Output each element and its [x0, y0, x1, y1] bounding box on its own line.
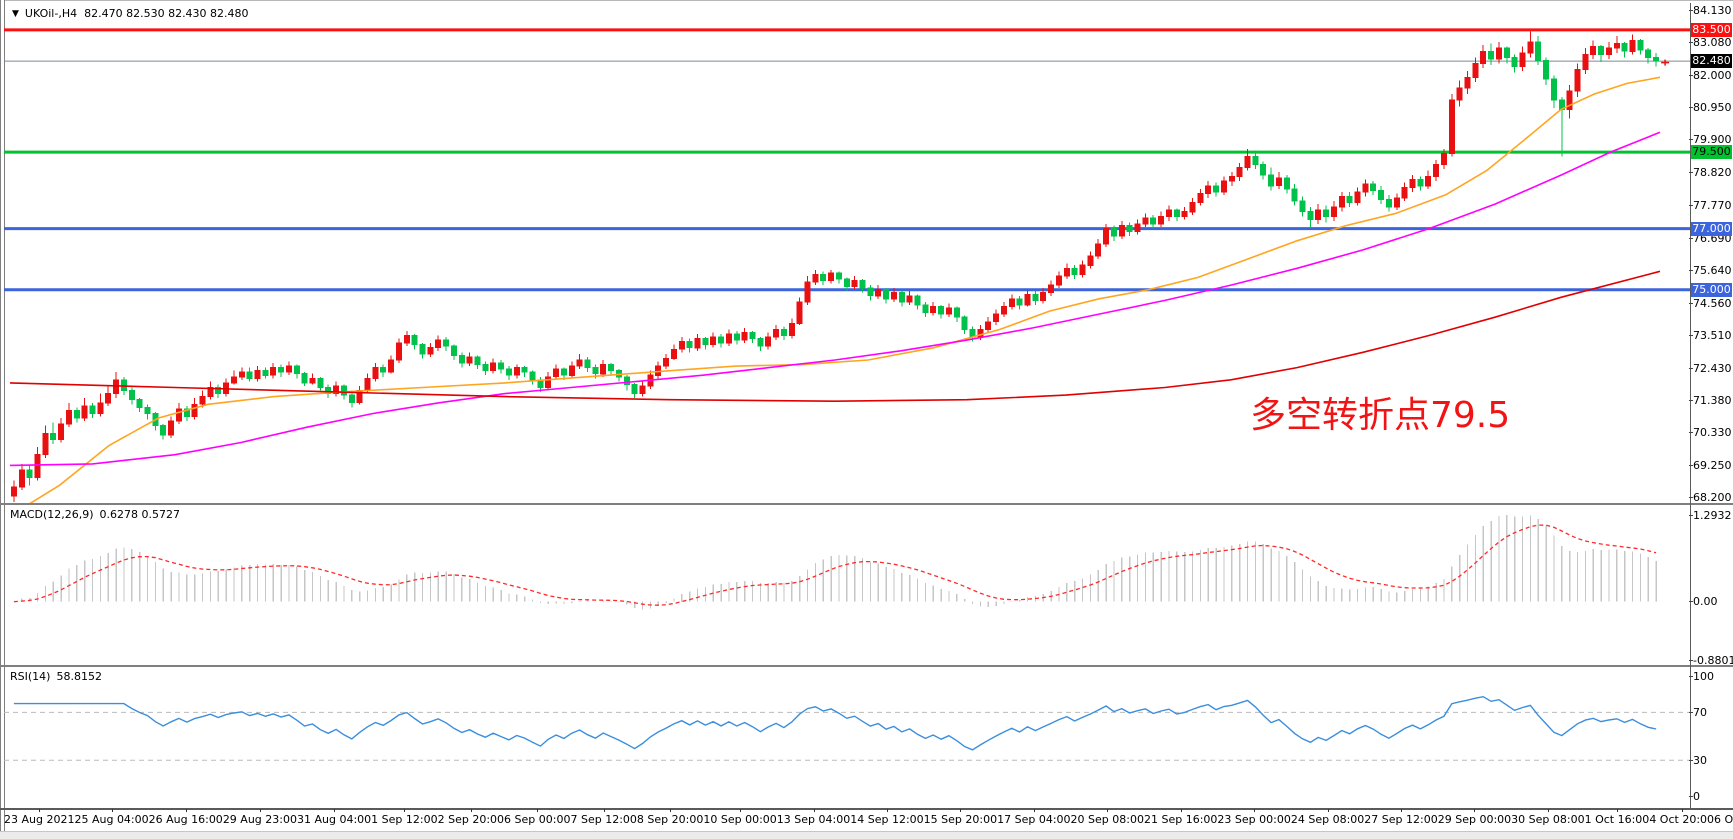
time-axis-label: 30 Sep 08:00: [1511, 809, 1585, 826]
ma-fast-orange: [29, 76, 1661, 503]
price-tick-label: 73.510: [1689, 328, 1732, 342]
time-axis[interactable]: 23 Aug 2021 25 Aug 04:00 26 Aug 16:00 29 Au…: [4, 809, 1733, 826]
moving-average-lines: [9, 76, 1661, 503]
price-scale-border: [1690, 3, 1691, 808]
last-tick-marker: [1661, 59, 1670, 66]
time-axis-label: 1 Oct 16:00: [1584, 809, 1650, 826]
time-axis-frame: [0, 808, 1733, 810]
time-axis-label: 7 Sep 12:00: [570, 809, 637, 826]
ohlc-quote: 82.470 82.530 82.430 82.480: [84, 7, 249, 20]
time-axis-label: 6 Oct 04:00: [1714, 813, 1733, 826]
bottom-scroll-strip[interactable]: [0, 831, 1733, 839]
symbol-marker-icon: ▼: [12, 9, 19, 19]
time-axis-label: 14 Sep 12:00: [850, 809, 924, 826]
chart-text-annotation[interactable]: 多空转折点79.5: [1250, 395, 1511, 436]
time-axis-label: 24 Sep 08:00: [1290, 809, 1365, 826]
price-tick-label: 68.200: [1689, 490, 1732, 504]
macd-label: MACD(12,26,9) 0.6278 0.5727: [10, 508, 186, 521]
time-axis-label: 17 Sep 04:00: [997, 809, 1071, 826]
macd-title: MACD(12,26,9): [10, 508, 94, 521]
main-price-chart[interactable]: [4, 3, 1690, 503]
current-price-badge[interactable]: 82.480: [1691, 54, 1732, 69]
price-scale[interactable]: 84.130 83.080 82.000 80.950 79.900 78.820 77.7…: [1689, 0, 1733, 810]
price-tick-label: 70.330: [1689, 425, 1732, 439]
rsi-tick-label: 0: [1689, 790, 1733, 803]
chart-title: ▼ UKOil-,H4 82.470 82.530 82.430 82.480: [12, 7, 249, 20]
time-axis-label: 8 Sep 20:00: [636, 809, 704, 826]
symbol-timeframe: UKOil-,H4: [24, 7, 78, 20]
rsi-level-lines: [4, 711, 1690, 761]
time-axis-label: 4 Oct 20:00: [1649, 809, 1715, 826]
level-price-badge[interactable]: 77.000: [1691, 221, 1732, 236]
price-tick-label: 75.640: [1689, 263, 1732, 277]
time-axis-label: 13 Sep 04:00: [776, 809, 851, 826]
time-axis-label: 6 Sep 00:00: [504, 809, 571, 826]
price-tick-label: 83.080: [1689, 36, 1732, 50]
horizontal-level-lines[interactable]: [4, 28, 1690, 292]
price-tick-label: 72.430: [1689, 361, 1732, 375]
panel-separator[interactable]: [0, 665, 1733, 667]
window-top-edge: [0, 0, 1733, 3]
macd-indicator-chart[interactable]: [4, 505, 1690, 665]
macd-tick-label: 1.2932: [1689, 508, 1732, 522]
rsi-tick-label: 30: [1689, 754, 1733, 767]
rsi-label: RSI(14) 58.8152: [10, 670, 108, 683]
time-axis-label: 29 Aug 23:00: [222, 809, 297, 826]
price-tick-label: 71.380: [1689, 393, 1732, 407]
time-axis-label: 1 Sep 12:00: [371, 809, 438, 826]
rsi-title: RSI(14): [10, 670, 51, 683]
rsi-tick-label: 70: [1689, 706, 1733, 719]
price-tick-label: 69.250: [1689, 458, 1732, 472]
time-axis-label: 25 Aug 04:00: [74, 809, 149, 826]
time-axis-label: 10 Sep 00:00: [703, 809, 777, 826]
price-tick-label: 84.130: [1689, 4, 1732, 18]
level-price-badge[interactable]: 79.500: [1691, 145, 1732, 160]
rsi-line: [13, 695, 1657, 751]
macd-values: 0.6278 0.5727: [99, 508, 181, 521]
time-axis-label: 15 Sep 20:00: [923, 809, 998, 826]
macd-tick-label: 0.00: [1689, 595, 1733, 608]
ma-mid-magenta: [9, 131, 1661, 467]
macd-histogram: [21, 515, 1657, 610]
rsi-tick-label: 100: [1689, 670, 1733, 683]
price-tick-label: 77.770: [1689, 198, 1732, 212]
candles: [10, 31, 1660, 503]
price-tick-label: 79.900: [1689, 133, 1732, 147]
time-axis-label: 20 Sep 08:00: [1070, 809, 1144, 826]
time-axis-label: 31 Aug 04:00: [296, 809, 372, 826]
panel-separator[interactable]: [0, 503, 1733, 505]
time-axis-label: 27 Sep 12:00: [1364, 809, 1438, 826]
price-tick-label: 80.950: [1689, 101, 1732, 115]
price-tick-label: 78.820: [1689, 166, 1732, 180]
macd-tick-label: -0.8801: [1689, 653, 1733, 667]
rsi-value: 58.8152: [56, 670, 102, 683]
time-axis-label: 2 Sep 20:00: [437, 809, 505, 826]
price-tick-label: 74.560: [1689, 296, 1732, 310]
level-price-badge[interactable]: 83.500: [1691, 22, 1732, 37]
macd-signal-line: [13, 524, 1657, 606]
time-axis-label: 23 Sep 00:00: [1217, 809, 1291, 826]
time-axis-label: 29 Sep 00:00: [1437, 809, 1512, 826]
rsi-indicator-chart[interactable]: [4, 667, 1690, 808]
window-left-edge: [0, 0, 5, 839]
time-axis-label: 26 Aug 16:00: [148, 809, 223, 826]
time-axis-label: 23 Aug 2021: [4, 809, 75, 826]
time-axis-label: 21 Sep 16:00: [1143, 809, 1218, 826]
level-price-badge[interactable]: 75.000: [1691, 282, 1732, 297]
ma-slow-red: [9, 270, 1661, 403]
price-tick-label: 82.000: [1689, 69, 1732, 83]
